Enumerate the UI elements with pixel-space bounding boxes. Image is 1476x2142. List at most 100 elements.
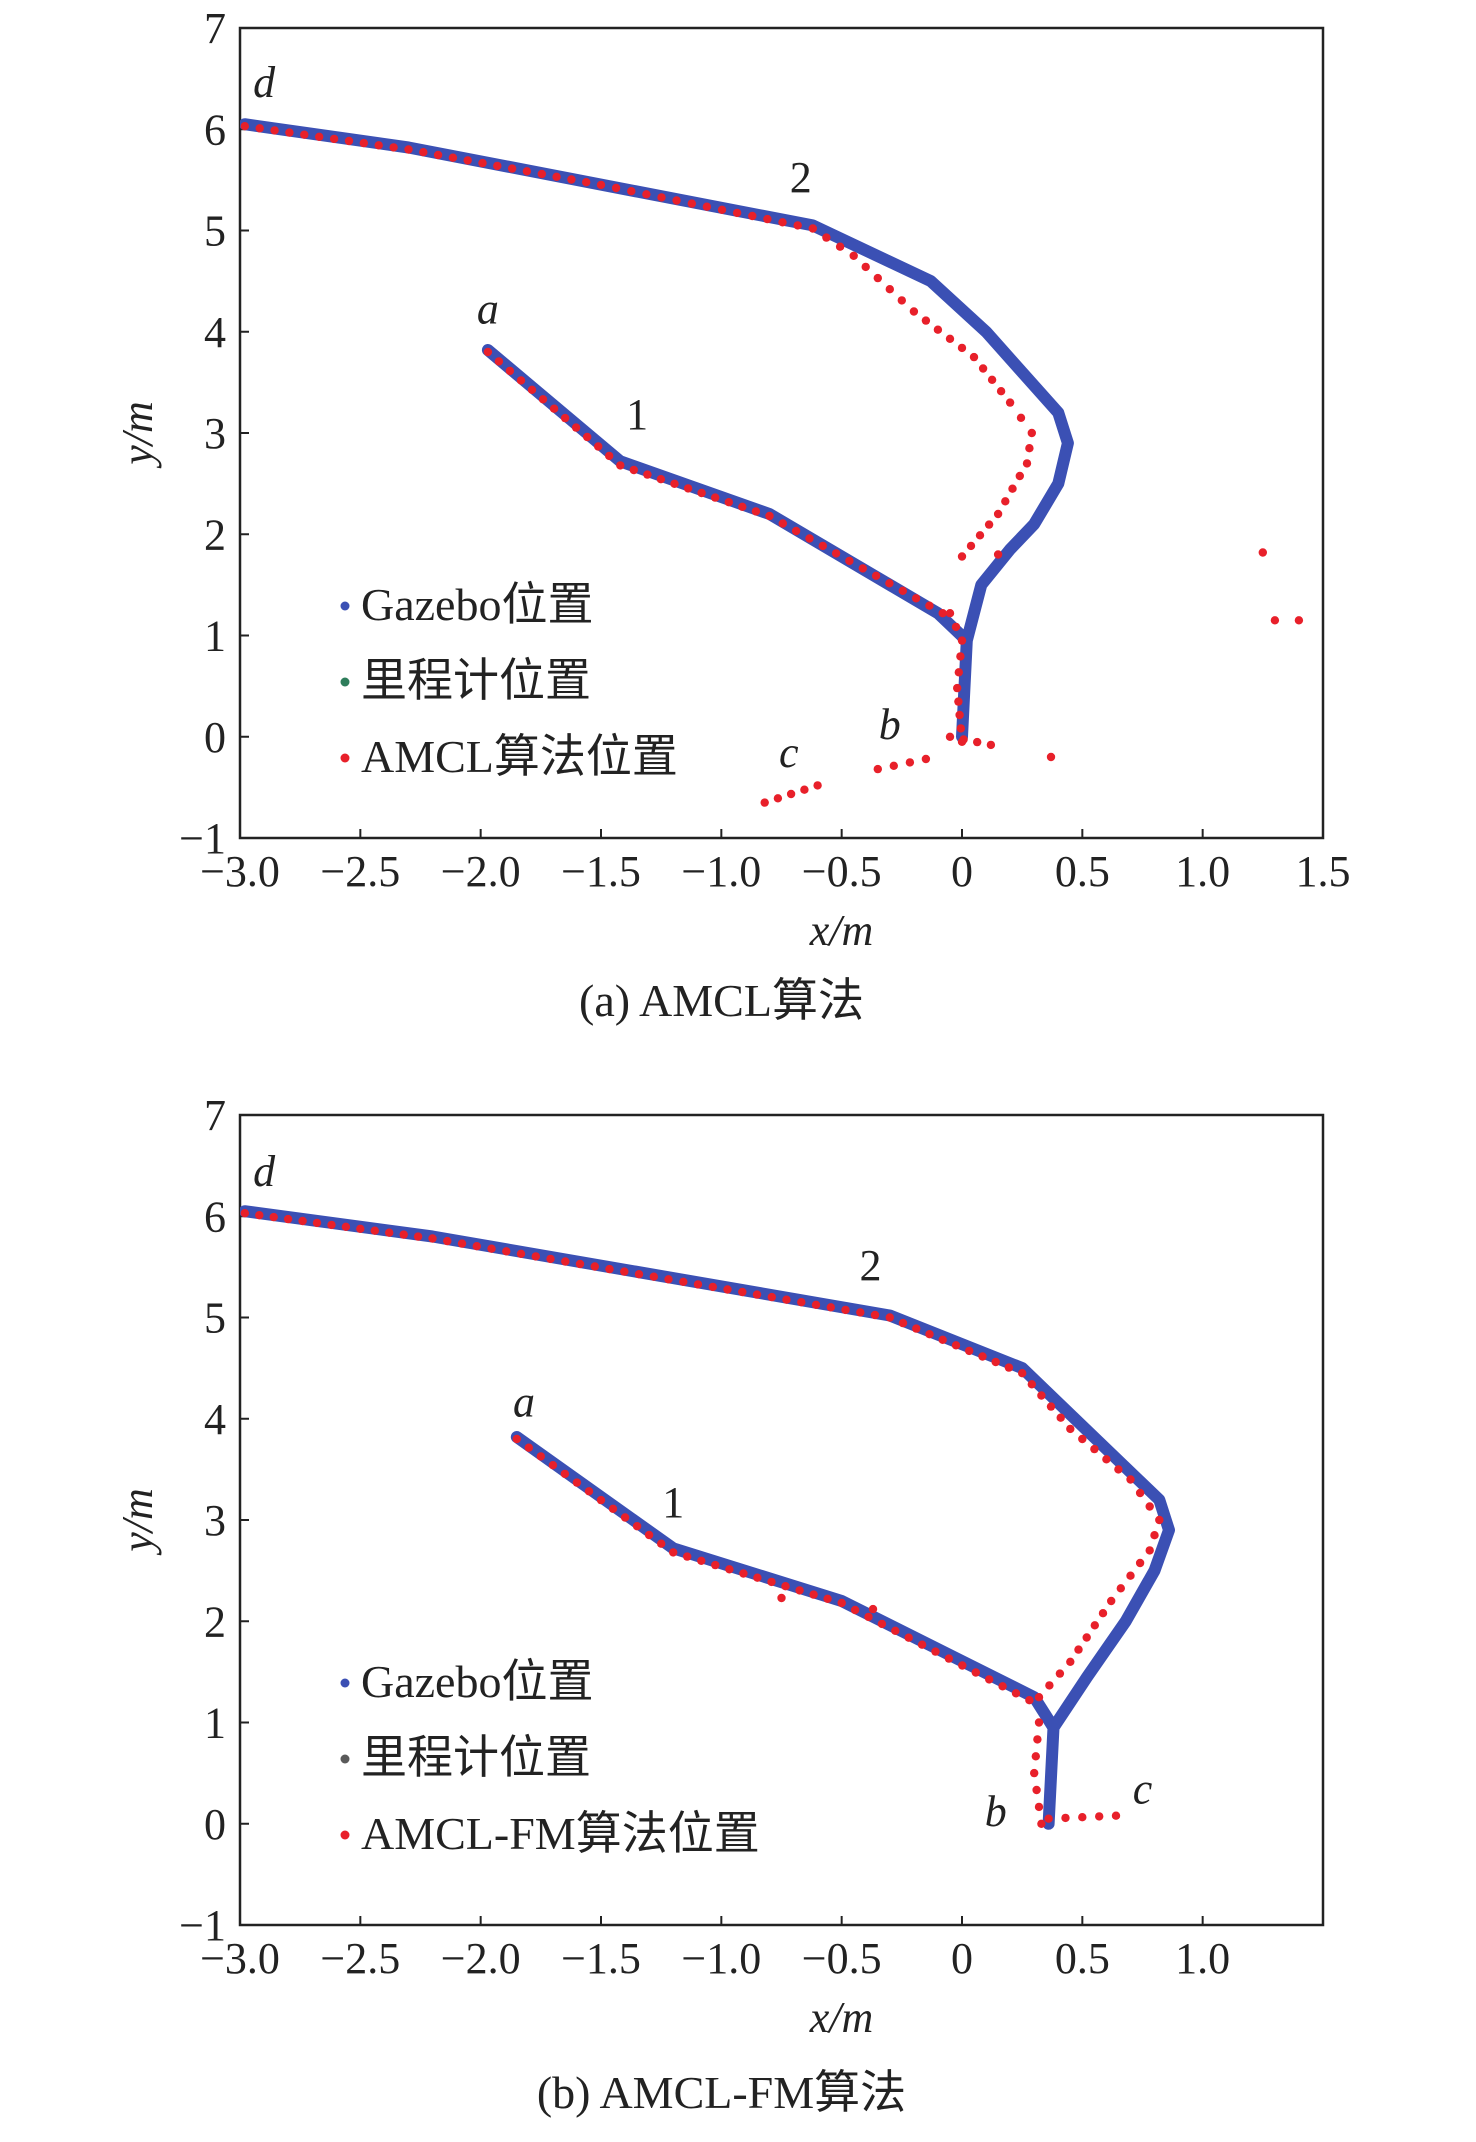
chart-1-amcl-point: [516, 1249, 526, 1259]
chart-0-amcl-point: [448, 153, 458, 162]
chart-1-amcl-point: [944, 1654, 954, 1663]
chart-1-y-tick-label: 6: [204, 1192, 226, 1241]
chart-1-amcl-point: [723, 1285, 732, 1294]
chart-0-y-tick-label: 1: [204, 612, 226, 661]
chart-0-legend-label: AMCL算法位置: [361, 731, 678, 782]
chart-0-amcl-point: [1046, 752, 1056, 762]
chart-1-amcl-point: [1031, 1752, 1041, 1761]
chart-0-amcl-point: [404, 145, 413, 154]
chart-1-amcl-point: [512, 1434, 521, 1444]
chart-0-amcl-point: [538, 395, 548, 404]
chart-0-amcl-point: [957, 343, 967, 353]
chart-0-amcl-point: [1258, 548, 1268, 557]
chart-1-y-tick-label: 4: [204, 1395, 226, 1444]
chart-1-y-tick-label: 0: [204, 1800, 226, 1849]
chart-1-y-axis-label: y/m: [113, 1488, 162, 1556]
chart-0-amcl-point: [270, 126, 279, 135]
chart-0-legend-label: 里程计位置: [361, 655, 591, 706]
chart-0-amcl-point: [861, 262, 870, 272]
chart-1-amcl-point: [1098, 1609, 1108, 1618]
chart-1-amcl-point: [457, 1239, 467, 1248]
chart-1-amcl-point: [1078, 1813, 1087, 1822]
chart-1-amcl-point: [1033, 1735, 1042, 1744]
chart-1-amcl-point: [312, 1218, 322, 1228]
chart-1-y-tick-label: 3: [204, 1496, 226, 1545]
chart-1-amcl-point: [443, 1236, 452, 1246]
chart-0-amcl-point: [732, 208, 742, 218]
chart-0-amcl-point: [611, 183, 621, 193]
chart-0-amcl-point: [898, 586, 907, 595]
chart-1-caption: (b) AMCL-FM算法: [537, 2067, 906, 2118]
chart-0-amcl-point: [419, 148, 428, 157]
chart-1-amcl-point: [1090, 1621, 1100, 1630]
chart-0-amcl-point: [285, 128, 294, 137]
chart-1-amcl-point: [1027, 1380, 1037, 1389]
chart-1-amcl-point: [644, 1530, 654, 1540]
chart-1-amcl-point: [1107, 1596, 1116, 1606]
chart-0-amcl-point: [560, 413, 570, 423]
chart-1-series-gazebo-line: [240, 1205, 1175, 1830]
chart-0-amcl-point: [956, 724, 965, 733]
chart-0-x-tick-label: −2.0: [441, 847, 521, 896]
chart-0-amcl-point: [1008, 484, 1017, 493]
chart-1-amcl-point: [664, 1275, 673, 1284]
chart-1-amcl-point: [1066, 1657, 1075, 1667]
chart-1-amcl-point: [938, 1335, 947, 1345]
chart-1-amcl-point: [864, 1612, 873, 1622]
chart-1-legend-label: 里程计位置: [361, 1732, 591, 1783]
chart-0-amcl-point: [933, 325, 943, 334]
chart-0-amcl-point: [791, 526, 801, 536]
chart-1-amcl-point: [998, 1682, 1007, 1691]
chart-1-amcl-point: [739, 1569, 748, 1578]
chart-1-amcl-point: [1025, 1696, 1034, 1705]
chart-1-amcl-point: [958, 1661, 967, 1670]
chart-0-amcl-point: [751, 507, 761, 516]
chart-0-amcl-point: [657, 193, 666, 202]
chart-1-plot-area: [240, 1205, 1175, 1830]
chart-0-amcl-point: [687, 199, 696, 208]
chart-0-amcl-point: [957, 636, 967, 645]
chart-1-amcl-point: [931, 1647, 940, 1656]
chart-0-amcl-point: [973, 737, 982, 747]
chart-0-amcl-point: [642, 190, 651, 199]
chart-0-amcl-point: [300, 130, 309, 139]
chart-0-amcl-point: [905, 758, 915, 767]
chart-1-amcl-point: [620, 1513, 630, 1522]
chart-1-amcl-point: [327, 1220, 336, 1230]
chart-1-amcl-point: [811, 1300, 821, 1310]
chart-0-amcl-point: [873, 273, 882, 283]
chart-0-amcl-point: [697, 488, 706, 498]
chart-0-amcl-point: [1025, 444, 1034, 453]
chart-0-amcl-point: [629, 465, 638, 475]
chart-1-amcl-point: [502, 1247, 511, 1256]
chart-0-amcl-point: [344, 136, 354, 146]
chart-0-amcl-point: [800, 785, 809, 794]
chart-0-amcl-point: [889, 761, 898, 770]
chart-1-legend-label: Gazebo位置: [361, 1656, 593, 1707]
chart-0-amcl-point: [835, 242, 845, 251]
chart-0-amcl-point: [1294, 616, 1304, 625]
chart-1-amcl-point: [669, 1548, 678, 1557]
chart-0-amcl-point: [805, 534, 814, 543]
chart-0-amcl-point: [957, 552, 967, 561]
chart-0-legend-marker: [340, 753, 350, 763]
chart-0-amcl-point: [717, 205, 727, 214]
chart-1-amcl-point: [399, 1230, 408, 1239]
chart-0-amcl-point: [975, 531, 985, 540]
chart-1-amcl-point: [850, 1605, 860, 1615]
chart-1-amcl-point: [725, 1565, 734, 1574]
chart-0-x-axis-label: x/m: [809, 906, 874, 955]
chart-0-y-axis-label: y/m: [113, 401, 162, 469]
chart-0-annotation-d: d: [253, 58, 276, 107]
chart-1-amcl-point: [524, 1443, 533, 1452]
chart-1-amcl-point: [1034, 1802, 1044, 1812]
chart-1-legend-marker: [340, 1830, 350, 1840]
chart-1-amcl-point: [608, 1504, 618, 1514]
chart-0-amcl-point: [374, 141, 383, 150]
chart-0-amcl-point: [925, 601, 934, 610]
chart-1-amcl-point: [1082, 1633, 1091, 1642]
chart-0-amcl-point: [909, 307, 919, 316]
chart-0-y-tick-label: 3: [204, 409, 226, 458]
